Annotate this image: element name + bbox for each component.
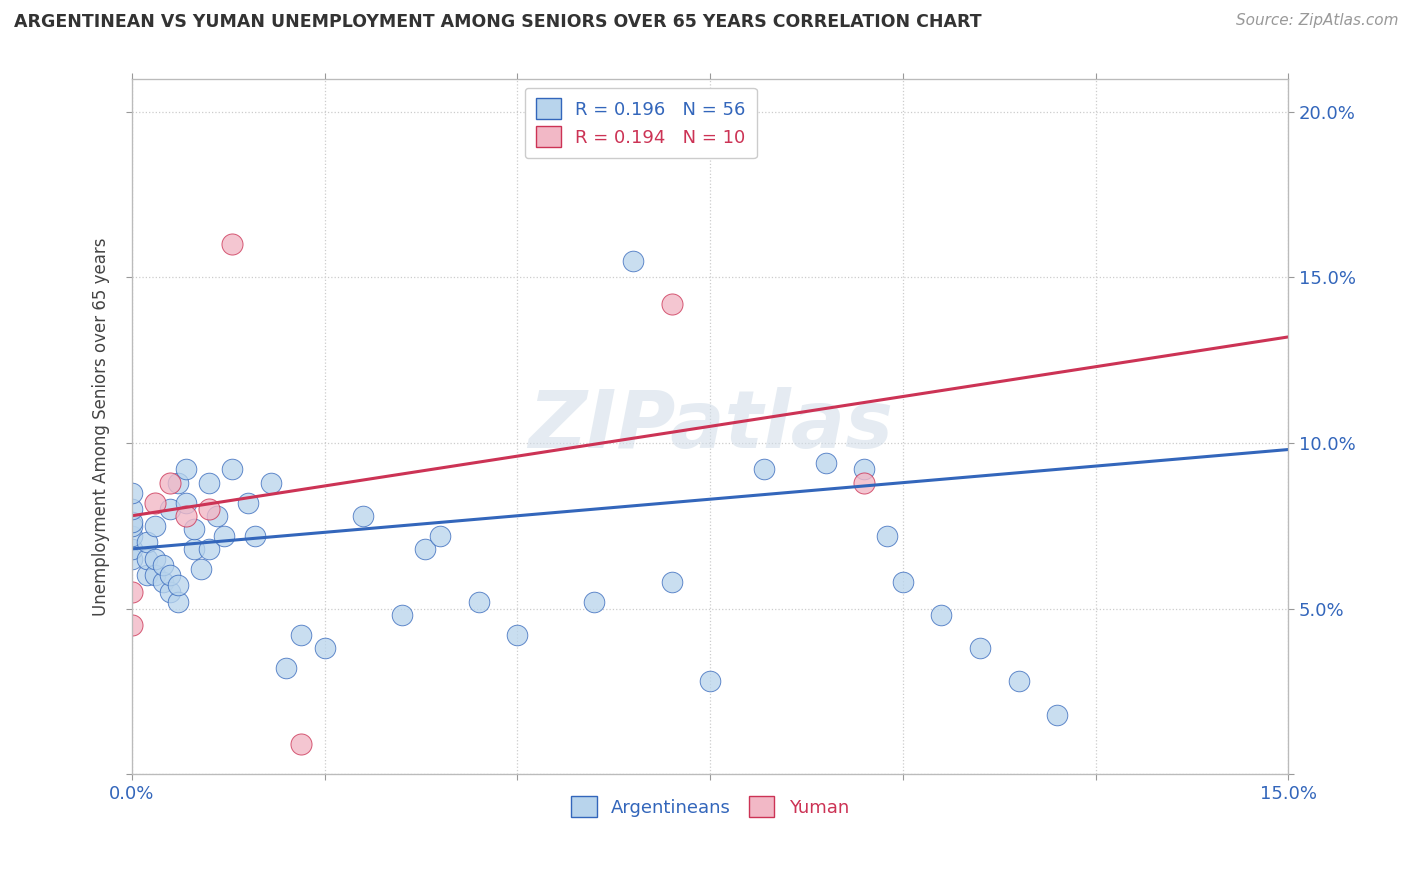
Point (159, 475, 181, 490)
Point (159, 502, 181, 516)
Point (183, 541, 205, 556)
Point (167, 595, 190, 609)
Point (159, 585, 181, 599)
Point (152, 574, 174, 589)
Point (121, 585, 143, 599)
Point (174, 462, 197, 476)
Point (429, 528, 451, 542)
Point (468, 595, 491, 609)
Point (236, 495, 259, 509)
Y-axis label: Unemployment Among Seniors over 65 years: Unemployment Among Seniors over 65 years (93, 237, 110, 615)
Point (121, 518, 143, 533)
Text: Source: ZipAtlas.com: Source: ZipAtlas.com (1236, 13, 1399, 29)
Point (221, 462, 243, 476)
Point (143, 568, 166, 582)
Point (290, 628, 312, 642)
Point (174, 495, 197, 509)
Point (136, 535, 159, 549)
Point (583, 595, 606, 609)
Point (752, 462, 775, 476)
Point (190, 562, 212, 576)
Point (198, 475, 221, 490)
Point (969, 641, 991, 656)
Point (814, 456, 837, 470)
Point (167, 578, 190, 592)
Point (352, 508, 374, 523)
Legend: Argentineans, Yuman: Argentineans, Yuman (564, 789, 856, 824)
Point (174, 508, 197, 523)
Point (198, 541, 221, 556)
Point (853, 462, 876, 476)
Point (661, 297, 683, 311)
Point (853, 475, 876, 490)
Point (143, 495, 166, 509)
Point (290, 737, 312, 751)
Point (274, 661, 297, 675)
Point (143, 518, 166, 533)
Point (699, 674, 721, 689)
Point (1007, 674, 1029, 689)
Point (167, 475, 190, 490)
Point (198, 502, 221, 516)
Point (931, 608, 953, 623)
Point (413, 541, 436, 556)
Point (136, 568, 159, 582)
Point (245, 528, 267, 542)
Point (143, 551, 166, 566)
Point (1046, 707, 1069, 722)
Text: ARGENTINEAN VS YUMAN UNEMPLOYMENT AMONG SENIORS OVER 65 YEARS CORRELATION CHART: ARGENTINEAN VS YUMAN UNEMPLOYMENT AMONG … (14, 13, 981, 31)
Point (121, 485, 143, 500)
Point (661, 574, 683, 589)
Point (121, 528, 143, 542)
Point (221, 237, 243, 252)
Point (621, 253, 644, 268)
Point (183, 522, 205, 536)
Point (121, 618, 143, 632)
Point (121, 541, 143, 556)
Text: ZIPatlas: ZIPatlas (527, 387, 893, 466)
Point (152, 558, 174, 573)
Point (121, 551, 143, 566)
Point (391, 608, 413, 623)
Point (891, 574, 914, 589)
Point (214, 528, 236, 542)
Point (506, 628, 529, 642)
Point (121, 516, 143, 530)
Point (205, 508, 228, 523)
Point (136, 551, 159, 566)
Point (876, 528, 898, 542)
Point (314, 641, 336, 656)
Point (121, 502, 143, 516)
Point (159, 568, 181, 582)
Point (259, 475, 281, 490)
